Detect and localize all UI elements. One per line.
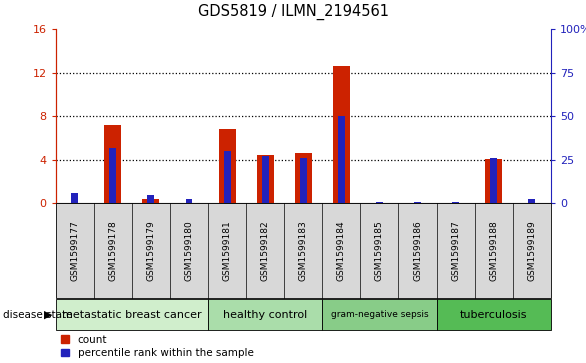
Text: GSM1599177: GSM1599177 xyxy=(70,220,79,281)
Bar xyxy=(485,159,502,203)
Text: GSM1599184: GSM1599184 xyxy=(337,220,346,281)
Text: disease state: disease state xyxy=(3,310,73,320)
Text: GSM1599188: GSM1599188 xyxy=(489,220,498,281)
Bar xyxy=(333,66,350,203)
Text: gram-negative sepsis: gram-negative sepsis xyxy=(331,310,428,319)
Text: GDS5819 / ILMN_2194561: GDS5819 / ILMN_2194561 xyxy=(197,4,389,20)
Bar xyxy=(529,199,535,203)
Bar xyxy=(104,125,121,203)
Bar xyxy=(142,199,159,203)
Bar xyxy=(148,195,154,203)
Text: GSM1599183: GSM1599183 xyxy=(299,220,308,281)
Bar xyxy=(295,153,312,203)
Text: GSM1599186: GSM1599186 xyxy=(413,220,422,281)
Text: GSM1599182: GSM1599182 xyxy=(261,220,270,281)
Text: metastatic breast cancer: metastatic breast cancer xyxy=(62,310,202,320)
Text: GSM1599180: GSM1599180 xyxy=(185,220,193,281)
Bar xyxy=(219,129,236,203)
Bar xyxy=(224,151,230,203)
Bar xyxy=(338,116,345,203)
Bar xyxy=(71,193,78,203)
Text: ▶: ▶ xyxy=(45,310,53,320)
Text: healthy control: healthy control xyxy=(223,310,307,320)
Bar xyxy=(490,158,497,203)
Bar xyxy=(110,147,116,203)
Text: GSM1599185: GSM1599185 xyxy=(375,220,384,281)
Text: GSM1599189: GSM1599189 xyxy=(527,220,536,281)
Legend: count, percentile rank within the sample: count, percentile rank within the sample xyxy=(61,335,253,358)
Bar xyxy=(262,156,268,203)
Text: GSM1599178: GSM1599178 xyxy=(108,220,117,281)
Text: GSM1599187: GSM1599187 xyxy=(451,220,460,281)
Text: GSM1599181: GSM1599181 xyxy=(223,220,231,281)
Bar xyxy=(186,199,192,203)
Text: tuberculosis: tuberculosis xyxy=(460,310,527,320)
Bar xyxy=(300,158,306,203)
Text: GSM1599179: GSM1599179 xyxy=(146,220,155,281)
Bar xyxy=(257,155,274,203)
